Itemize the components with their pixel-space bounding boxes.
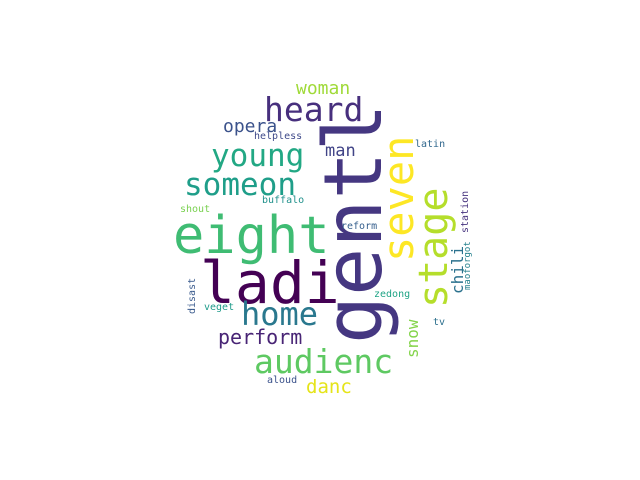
word-reform: reform (341, 221, 378, 232)
word-perform: perform (218, 325, 303, 349)
word-maoforgot: maoforgot (463, 241, 473, 290)
word-shout: shout (180, 204, 211, 215)
word-opera: opera (223, 116, 278, 137)
word-young: young (211, 138, 305, 174)
word-tv: tv (433, 317, 446, 328)
word-man: man (325, 141, 356, 161)
word-ladi: ladi (200, 249, 340, 317)
word-snow: snow (403, 319, 422, 358)
word-buffalo: buffalo (262, 195, 305, 206)
word-aloud: aloud (267, 375, 298, 386)
word-veget: veget (204, 302, 235, 313)
word-disast: disast (187, 277, 198, 314)
word-latin: latin (415, 139, 446, 150)
word-home: home (241, 295, 319, 333)
word-audienc: audienc (254, 342, 394, 381)
word-someon: someon (184, 167, 296, 203)
word-danc: danc (306, 376, 352, 398)
word-zedong: zedong (374, 289, 411, 300)
word-heard: heard (264, 90, 364, 129)
word-woman: woman (296, 78, 351, 99)
word-station: station (460, 190, 471, 233)
word-helpless: helpless (254, 131, 303, 142)
word-eight: eight (173, 206, 330, 266)
